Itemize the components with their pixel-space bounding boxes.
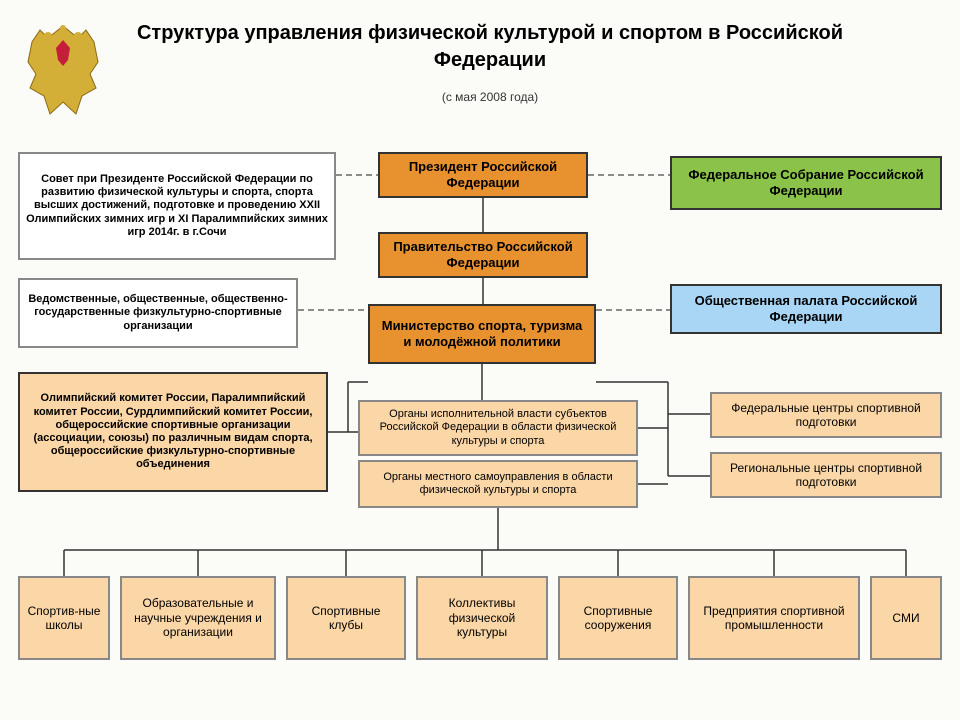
box-b4: Коллективы физической культуры (416, 576, 548, 660)
box-b1: Спортив-ные школы (18, 576, 110, 660)
box-local_bodies: Органы местного самоуправления в области… (358, 460, 638, 508)
box-ministry: Министерство спорта, туризма и молодёжно… (368, 304, 596, 364)
box-b7: СМИ (870, 576, 942, 660)
box-b6: Предприятия спортивной промышленности (688, 576, 860, 660)
emblem-icon (18, 18, 108, 118)
box-council: Совет при Президенте Российской Федераци… (18, 152, 336, 260)
box-president: Президент Российской Федерации (378, 152, 588, 198)
box-federal_centers: Федеральные центры спортивной подготовки (710, 392, 942, 438)
page-subtitle: (с мая 2008 года) (130, 90, 850, 104)
box-regional_centers: Региональные центры спортивной подготовк… (710, 452, 942, 498)
box-b2: Образовательные и научные учреждения и о… (120, 576, 276, 660)
box-federal_assembly: Федеральное Собрание Российской Федераци… (670, 156, 942, 210)
box-b3: Спортивные клубы (286, 576, 406, 660)
box-government: Правительство Российской Федерации (378, 232, 588, 278)
box-departmental: Ведомственные, общественные, общественно… (18, 278, 298, 348)
box-olympic: Олимпийский комитет России, Паралимпийск… (18, 372, 328, 492)
box-b5: Спортивные сооружения (558, 576, 678, 660)
page-title: Структура управления физической культуро… (130, 20, 850, 74)
box-public_chamber: Общественная палата Российской Федерации (670, 284, 942, 334)
box-exec_bodies: Органы исполнительной власти субъектов Р… (358, 400, 638, 456)
